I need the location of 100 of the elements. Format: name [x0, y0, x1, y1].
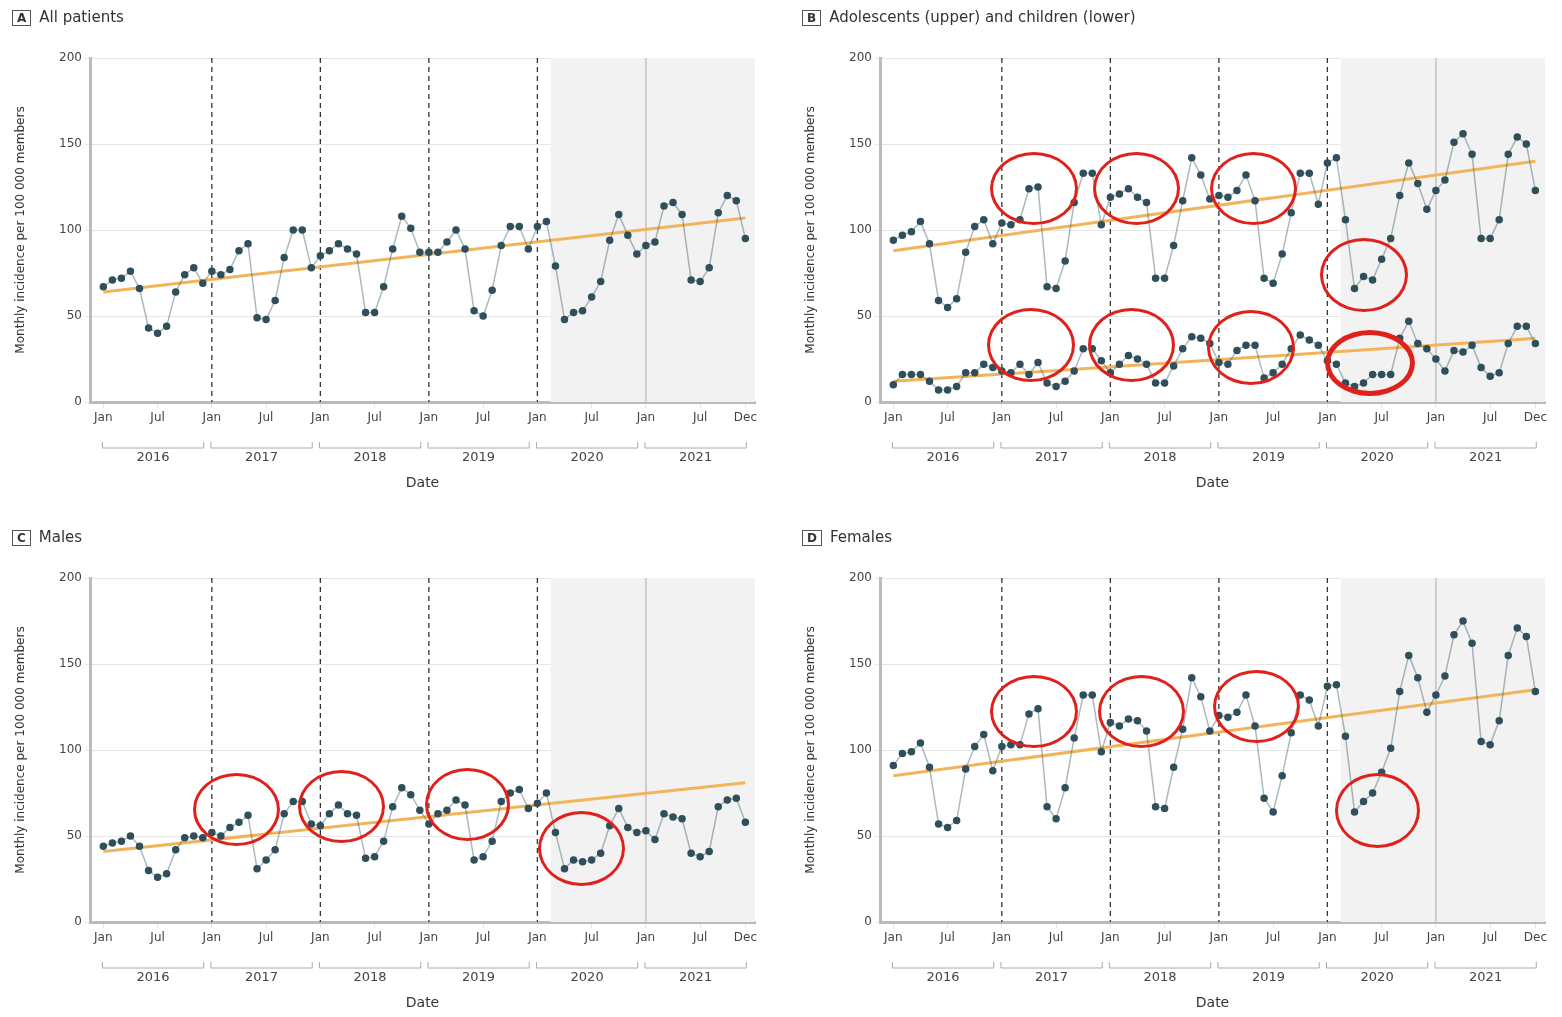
x-tick-label: Jan: [310, 930, 330, 945]
x-tick-label: Jul: [939, 410, 955, 425]
x-tick-label: Jul: [1264, 410, 1281, 425]
x-tick-label: Jul: [474, 410, 491, 425]
y-tick-label: 50: [66, 308, 82, 323]
x-tick-label: Jan: [991, 930, 1012, 945]
x-tick-label: Jan: [883, 410, 903, 425]
x-tick-label: Jan: [527, 930, 547, 945]
x-tick-label: Jul: [691, 930, 708, 945]
x-tick-label: Jul: [474, 930, 491, 945]
x-tick-label: Jan: [1100, 930, 1120, 945]
y-tick-label: 150: [59, 656, 82, 671]
text: 2019: [1252, 449, 1286, 465]
text: 2017: [245, 449, 279, 465]
y-tick-label: 0: [74, 394, 82, 409]
y-tick-label: 200: [849, 50, 872, 65]
text: 2016: [136, 969, 170, 985]
x-tick-label: Jan: [1317, 930, 1337, 945]
text: 2018: [353, 449, 387, 465]
text: 2019: [462, 449, 496, 465]
text: 2020: [1360, 449, 1394, 465]
x-tick-label: Jan: [93, 410, 113, 425]
chart-title: A All patients: [16, 8, 124, 26]
x-tick-label: Dec: [733, 930, 757, 945]
x-tick-label: Jul: [691, 410, 708, 425]
x-tick-label: Jan: [418, 410, 439, 425]
text: 2019: [1252, 969, 1286, 985]
x-tick-label: Jul: [583, 410, 599, 425]
x-tick-label: Jul: [1156, 930, 1172, 945]
x-tick-label: Dec: [733, 410, 757, 425]
text: 2018: [1143, 969, 1177, 985]
y-tick-label: 150: [59, 136, 82, 151]
x-tick-label: Jul: [1264, 930, 1281, 945]
y-tick-label: 200: [59, 570, 82, 585]
text: 2018: [353, 969, 387, 985]
x-axis-title: Date: [405, 474, 440, 491]
x-tick-label: Jul: [939, 930, 955, 945]
x-tick-label: Jan: [635, 930, 656, 945]
text: 2018: [1143, 449, 1177, 465]
y-tick-label: 0: [74, 914, 82, 929]
x-tick-label: Jul: [149, 930, 165, 945]
text: 2016: [136, 449, 170, 465]
x-tick-label: Jan: [201, 410, 222, 425]
x-tick-label: Jul: [1481, 930, 1498, 945]
y-axis-title: Monthly incidence per 100 000 members: [803, 106, 818, 354]
text: 2016: [926, 969, 960, 985]
y-tick-label: 200: [59, 50, 82, 65]
chart-title: B Adolescents (upper) and children (lower): [806, 8, 1136, 26]
x-tick-label: Jul: [257, 930, 274, 945]
x-tick-label: Jul: [366, 930, 382, 945]
y-tick-label: 100: [849, 742, 872, 757]
x-tick-label: Jan: [418, 930, 439, 945]
text: 2020: [570, 969, 604, 985]
x-tick-label: Jul: [1481, 410, 1498, 425]
y-tick-label: 50: [66, 828, 82, 843]
x-tick-label: Jan: [1317, 410, 1337, 425]
x-tick-label: Dec: [1523, 410, 1547, 425]
x-tick-label: Jul: [149, 410, 165, 425]
x-tick-label: Jul: [1047, 410, 1064, 425]
text: 2020: [1360, 969, 1394, 985]
text: 2021: [679, 449, 713, 465]
x-axis-title: Date: [405, 994, 440, 1011]
y-axis-title: Monthly incidence per 100 000 members: [803, 626, 818, 874]
y-tick-label: 150: [849, 656, 872, 671]
y-axis-title: Monthly incidence per 100 000 members: [13, 106, 28, 354]
y-tick-label: 100: [849, 222, 872, 237]
x-tick-label: Jul: [1156, 410, 1172, 425]
text: 2021: [1469, 969, 1503, 985]
text: 2021: [1469, 449, 1503, 465]
text: 2016: [926, 449, 960, 465]
y-tick-label: 100: [59, 742, 82, 757]
x-tick-label: Dec: [1523, 930, 1547, 945]
text: 2021: [679, 969, 713, 985]
x-tick-label: Jan: [93, 930, 113, 945]
x-tick-label: Jan: [635, 410, 656, 425]
x-tick-label: Jan: [1208, 410, 1229, 425]
x-tick-label: Jan: [1425, 930, 1446, 945]
x-tick-label: Jul: [583, 930, 599, 945]
x-tick-label: Jul: [1373, 930, 1389, 945]
x-tick-label: Jul: [366, 410, 382, 425]
x-tick-label: Jan: [310, 410, 330, 425]
x-tick-label: Jul: [257, 410, 274, 425]
x-tick-label: Jan: [991, 410, 1012, 425]
x-tick-label: Jan: [1425, 410, 1446, 425]
y-tick-label: 0: [864, 394, 872, 409]
text: 2017: [245, 969, 279, 985]
y-tick-label: 100: [59, 222, 82, 237]
y-tick-label: 200: [849, 570, 872, 585]
text: 2017: [1035, 449, 1069, 465]
x-tick-label: Jan: [1100, 410, 1120, 425]
x-tick-label: Jul: [1373, 410, 1389, 425]
x-axis-title: Date: [1195, 994, 1230, 1011]
text: 2019: [462, 969, 496, 985]
chart-title: C Males: [16, 528, 83, 546]
chart-title: D Females: [806, 528, 893, 546]
x-tick-label: Jan: [883, 930, 903, 945]
text: 2017: [1035, 969, 1069, 985]
y-axis-title: Monthly incidence per 100 000 members: [13, 626, 28, 874]
y-tick-label: 150: [849, 136, 872, 151]
x-tick-label: Jan: [1208, 930, 1229, 945]
